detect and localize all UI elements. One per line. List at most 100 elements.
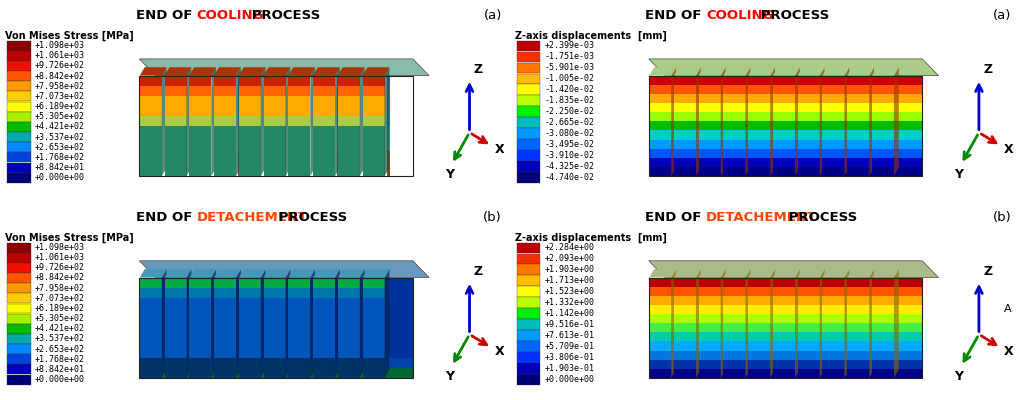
Polygon shape [795,269,800,378]
Bar [313,368,335,378]
Bar [239,106,261,116]
Bar [822,140,845,149]
Text: (b): (b) [483,211,502,224]
Bar [7,41,31,51]
Bar [7,61,31,71]
Bar [798,332,819,342]
Bar [263,96,286,106]
Bar [773,94,795,103]
Text: +2.399e-03: +2.399e-03 [545,42,594,50]
Bar [723,158,745,167]
Bar [822,287,845,296]
Bar [362,298,385,308]
Bar [649,332,671,342]
Bar [313,318,335,328]
Text: DETACHEMENT: DETACHEMENT [707,211,817,224]
Polygon shape [286,269,291,378]
Bar [674,112,696,121]
Bar [214,116,236,126]
Bar [189,278,211,288]
Bar [872,103,894,112]
Bar [872,314,894,323]
Bar [822,103,845,112]
Bar [313,338,335,348]
Bar [239,348,261,358]
Polygon shape [822,269,849,278]
Polygon shape [313,67,340,76]
Polygon shape [649,269,676,278]
Bar [822,112,845,121]
Text: Y: Y [954,168,964,181]
Bar [362,328,385,338]
Bar [872,278,894,287]
Bar [140,278,162,288]
Text: PROCESS: PROCESS [247,9,321,22]
Polygon shape [773,67,800,76]
Polygon shape [770,67,775,176]
Bar [649,369,923,378]
Bar [189,76,211,86]
Bar [263,116,286,126]
Polygon shape [162,67,167,176]
Bar [239,308,261,318]
Bar [338,136,359,146]
Text: +8.842e+02: +8.842e+02 [35,72,85,80]
Text: +1.098e+03: +1.098e+03 [35,41,85,50]
Polygon shape [847,67,874,76]
Polygon shape [362,269,389,278]
Bar [239,86,261,96]
Bar [387,138,390,151]
Text: (b): (b) [992,211,1012,224]
Bar [749,158,770,167]
Bar [773,112,795,121]
Bar [723,278,745,287]
Polygon shape [189,67,216,76]
Polygon shape [696,67,700,176]
Bar [773,287,795,296]
Bar [847,121,869,130]
Bar [239,146,261,156]
Bar [649,140,923,149]
Bar [847,287,869,296]
Bar [239,368,261,378]
Bar [239,166,261,176]
Text: +3.537e+02: +3.537e+02 [35,132,85,142]
Bar [798,121,819,130]
Bar [649,140,671,149]
Bar [749,112,770,121]
Bar [649,121,671,130]
Bar [517,330,540,341]
Bar [263,318,286,328]
Bar [214,298,236,308]
Bar [338,166,359,176]
Bar [674,314,696,323]
Bar [189,298,211,308]
Bar [649,103,671,112]
Bar [338,368,359,378]
Polygon shape [239,269,265,278]
Bar [263,338,286,348]
Bar [872,149,894,158]
Bar [140,338,162,348]
Bar [263,76,286,86]
Polygon shape [745,67,751,176]
Bar [338,86,359,96]
Polygon shape [869,67,874,176]
Bar [649,158,923,167]
Polygon shape [872,269,899,278]
Bar [214,308,236,318]
Bar [723,112,745,121]
Text: Von Mises Stress [MPa]: Von Mises Stress [MPa] [5,30,134,41]
Bar [387,126,390,138]
Bar [313,146,335,156]
Bar [773,369,795,378]
Bar [7,364,31,374]
Bar [649,323,923,332]
Bar [338,156,359,166]
Bar [7,283,31,293]
Polygon shape [770,269,775,378]
Bar [749,323,770,332]
Bar [822,167,845,176]
Text: END OF: END OF [645,9,707,22]
Bar [165,368,186,378]
